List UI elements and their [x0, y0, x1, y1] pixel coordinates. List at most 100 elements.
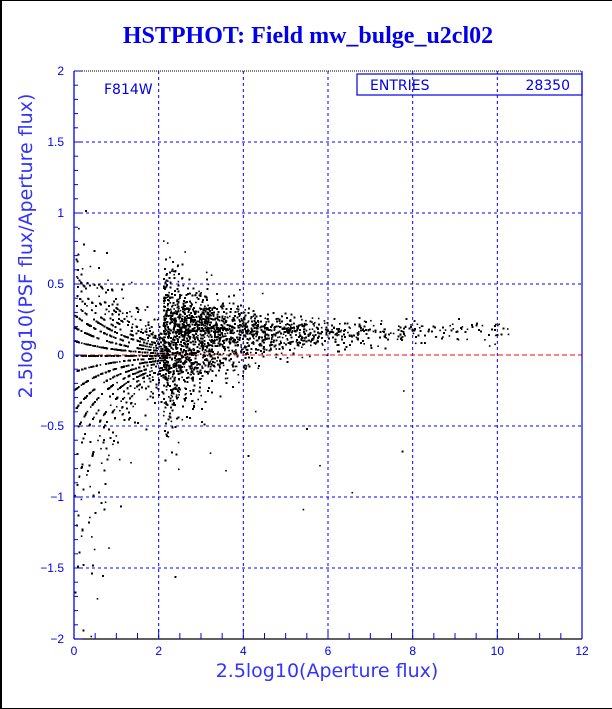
data-point — [96, 598, 99, 600]
data-point — [231, 351, 234, 353]
data-point — [137, 380, 140, 382]
data-point — [370, 319, 372, 322]
data-point — [252, 315, 255, 317]
data-point — [80, 308, 82, 311]
data-point — [332, 331, 335, 334]
data-point — [195, 301, 197, 304]
data-point — [185, 361, 188, 363]
data-point — [230, 325, 232, 327]
data-point — [245, 365, 248, 367]
data-point — [311, 328, 314, 330]
data-point — [180, 294, 183, 297]
data-point — [115, 405, 118, 408]
data-point — [211, 309, 213, 311]
data-point — [77, 277, 79, 279]
data-point — [97, 439, 99, 442]
data-point — [182, 284, 185, 287]
data-point — [151, 363, 154, 366]
data-point — [224, 333, 226, 335]
data-point — [209, 317, 212, 320]
data-point — [507, 333, 510, 336]
data-point — [196, 296, 198, 299]
data-point — [156, 338, 159, 340]
data-point — [193, 320, 196, 323]
data-point — [90, 635, 93, 638]
data-point — [132, 350, 135, 353]
data-point — [176, 323, 178, 326]
data-point — [237, 324, 239, 327]
data-point — [311, 317, 314, 319]
data-point — [195, 336, 198, 338]
data-point — [221, 328, 224, 330]
data-point — [137, 371, 140, 373]
data-point — [81, 268, 84, 270]
data-point — [363, 320, 366, 323]
data-point — [444, 329, 447, 331]
data-point — [185, 329, 187, 332]
data-point — [451, 323, 454, 326]
data-point — [109, 404, 112, 407]
data-point — [319, 464, 321, 467]
data-point — [141, 374, 143, 376]
data-point — [169, 367, 171, 370]
data-point — [200, 304, 202, 306]
data-point — [392, 332, 395, 335]
data-point — [209, 307, 212, 309]
data-point — [76, 276, 78, 278]
data-point — [173, 312, 176, 315]
data-point — [98, 346, 101, 348]
data-point — [190, 351, 193, 354]
data-point — [205, 319, 207, 321]
data-point — [273, 326, 275, 329]
data-point — [233, 352, 235, 355]
data-point — [171, 375, 174, 378]
data-point — [93, 548, 96, 551]
data-point — [121, 339, 123, 341]
data-point — [101, 324, 103, 326]
data-point — [86, 474, 88, 476]
data-point — [209, 361, 211, 364]
data-point — [147, 348, 150, 351]
data-point — [224, 349, 226, 352]
data-point — [144, 345, 147, 347]
data-point — [323, 322, 326, 325]
data-point — [448, 335, 451, 337]
data-point — [205, 271, 208, 274]
data-point — [185, 321, 187, 324]
data-point — [163, 402, 166, 404]
data-point — [235, 349, 237, 351]
data-point — [271, 335, 274, 338]
data-point — [174, 270, 177, 273]
data-point — [173, 317, 176, 320]
data-point — [189, 320, 192, 322]
data-point — [150, 391, 153, 393]
data-point — [139, 347, 141, 350]
data-point — [152, 346, 155, 349]
data-point — [193, 328, 195, 330]
data-point — [91, 377, 94, 380]
data-point — [416, 323, 419, 326]
data-point — [232, 339, 235, 341]
data-point — [99, 364, 102, 366]
data-point — [252, 343, 255, 345]
data-point — [152, 331, 154, 334]
data-point — [179, 353, 181, 356]
data-point — [303, 343, 306, 345]
data-point — [91, 390, 94, 392]
data-point — [495, 334, 497, 337]
data-point — [170, 310, 173, 313]
data-point — [84, 343, 87, 345]
data-point — [123, 383, 126, 386]
data-point — [255, 339, 258, 342]
data-points — [74, 210, 510, 638]
data-point — [74, 314, 77, 317]
data-point — [224, 319, 227, 322]
data-point — [261, 292, 264, 295]
data-point — [171, 270, 173, 272]
data-point — [242, 342, 245, 345]
data-point — [108, 355, 111, 357]
data-point — [93, 416, 95, 419]
data-point — [251, 331, 254, 333]
data-point — [293, 327, 296, 330]
